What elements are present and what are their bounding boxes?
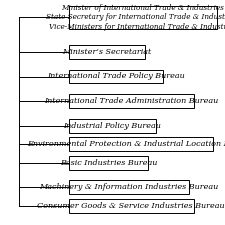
Text: Industrial Policy Bureau: Industrial Policy Bureau	[63, 122, 162, 130]
FancyBboxPatch shape	[69, 6, 217, 29]
FancyBboxPatch shape	[69, 45, 145, 58]
FancyBboxPatch shape	[69, 94, 194, 108]
Text: Basic Industries Bureau: Basic Industries Bureau	[60, 159, 157, 167]
FancyBboxPatch shape	[69, 180, 189, 194]
FancyBboxPatch shape	[69, 70, 163, 83]
FancyBboxPatch shape	[69, 199, 194, 213]
FancyBboxPatch shape	[69, 119, 156, 133]
Text: International Trade Administration Bureau: International Trade Administration Burea…	[44, 97, 218, 105]
Text: Consumer Goods & Service Industries Bureau: Consumer Goods & Service Industries Bure…	[37, 202, 225, 210]
Text: Minister’s Secretariat: Minister’s Secretariat	[62, 48, 151, 56]
FancyBboxPatch shape	[69, 137, 213, 151]
Text: Minister of International Trade & Industries
State Secretary for International T: Minister of International Trade & Indust…	[47, 4, 225, 31]
FancyBboxPatch shape	[69, 156, 148, 170]
Text: International Trade Policy Bureau: International Trade Policy Bureau	[47, 72, 185, 81]
Text: Environmental Protection & Industrial Location Bureau: Environmental Protection & Industrial Lo…	[27, 140, 225, 148]
Text: Machinery & Information Industries Bureau: Machinery & Information Industries Burea…	[39, 183, 218, 191]
